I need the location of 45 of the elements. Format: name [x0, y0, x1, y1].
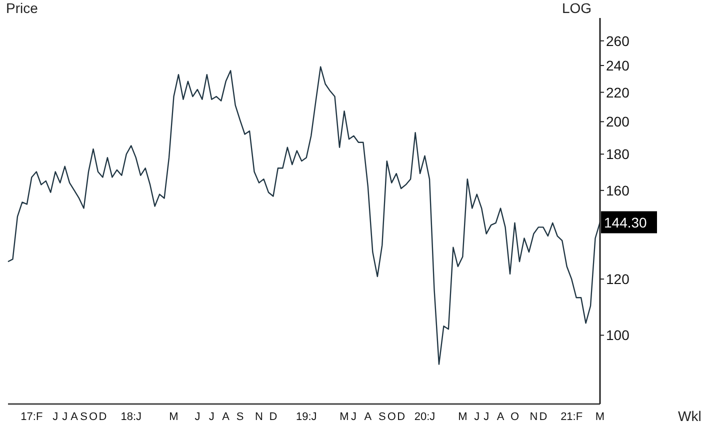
x-tick-label: J	[194, 410, 200, 423]
x-tick-label: S	[378, 410, 386, 423]
y-tick-label: 160	[606, 182, 630, 198]
x-tick-label: J	[474, 410, 480, 423]
x-tick-label: D	[98, 410, 107, 423]
x-tick-label: 21:F	[560, 410, 583, 423]
x-tick-label: N	[255, 410, 264, 423]
x-tick-label: 18:J	[120, 410, 142, 423]
y-tick-label: 200	[606, 114, 630, 130]
y-tick-label: 120	[606, 271, 630, 288]
x-tick-label: 20:J	[414, 410, 436, 423]
x-tick-label: M	[340, 410, 349, 423]
y-tick-label: 240	[606, 57, 630, 74]
x-tick-label: 17:F	[20, 410, 43, 423]
x-tick-label: J	[52, 410, 58, 423]
x-tick-label: A	[496, 410, 505, 423]
x-tick-label: 19:J	[296, 410, 317, 423]
line-series	[7, 66, 601, 365]
x-tick-label: M	[169, 410, 178, 423]
x-tick-label: S	[80, 410, 88, 423]
x-tick-label: M	[458, 410, 468, 423]
x-tick-label: A	[222, 410, 230, 423]
x-tick-label: N	[530, 410, 538, 423]
x-tick-label: J	[350, 410, 356, 423]
x-tick-label: A	[364, 410, 372, 423]
x-tick-label: M	[595, 410, 605, 423]
y-tick-label: 220	[606, 84, 630, 100]
x-tick-label: A	[70, 410, 79, 423]
x-tick-label: D	[269, 410, 278, 423]
text: LOG	[562, 0, 592, 16]
text: 144.30	[604, 214, 648, 230]
x-tick-label: J	[208, 410, 214, 423]
x-tick-label: S	[236, 410, 244, 423]
y-tick-label: 100	[606, 327, 630, 344]
y-axis-title: Price	[6, 0, 38, 16]
x-tick-label: J	[62, 410, 68, 423]
text: Wkl	[678, 408, 702, 424]
x-tick-label: O	[387, 410, 396, 423]
y-tick-label: 260	[606, 32, 630, 49]
x-tick-label: D	[397, 410, 406, 423]
x-tick-label: J	[484, 410, 490, 423]
y-tick-label: 180	[606, 146, 630, 162]
x-tick-label: O	[88, 410, 98, 423]
x-tick-label: D	[539, 410, 548, 423]
x-tick-label: O	[510, 410, 520, 423]
